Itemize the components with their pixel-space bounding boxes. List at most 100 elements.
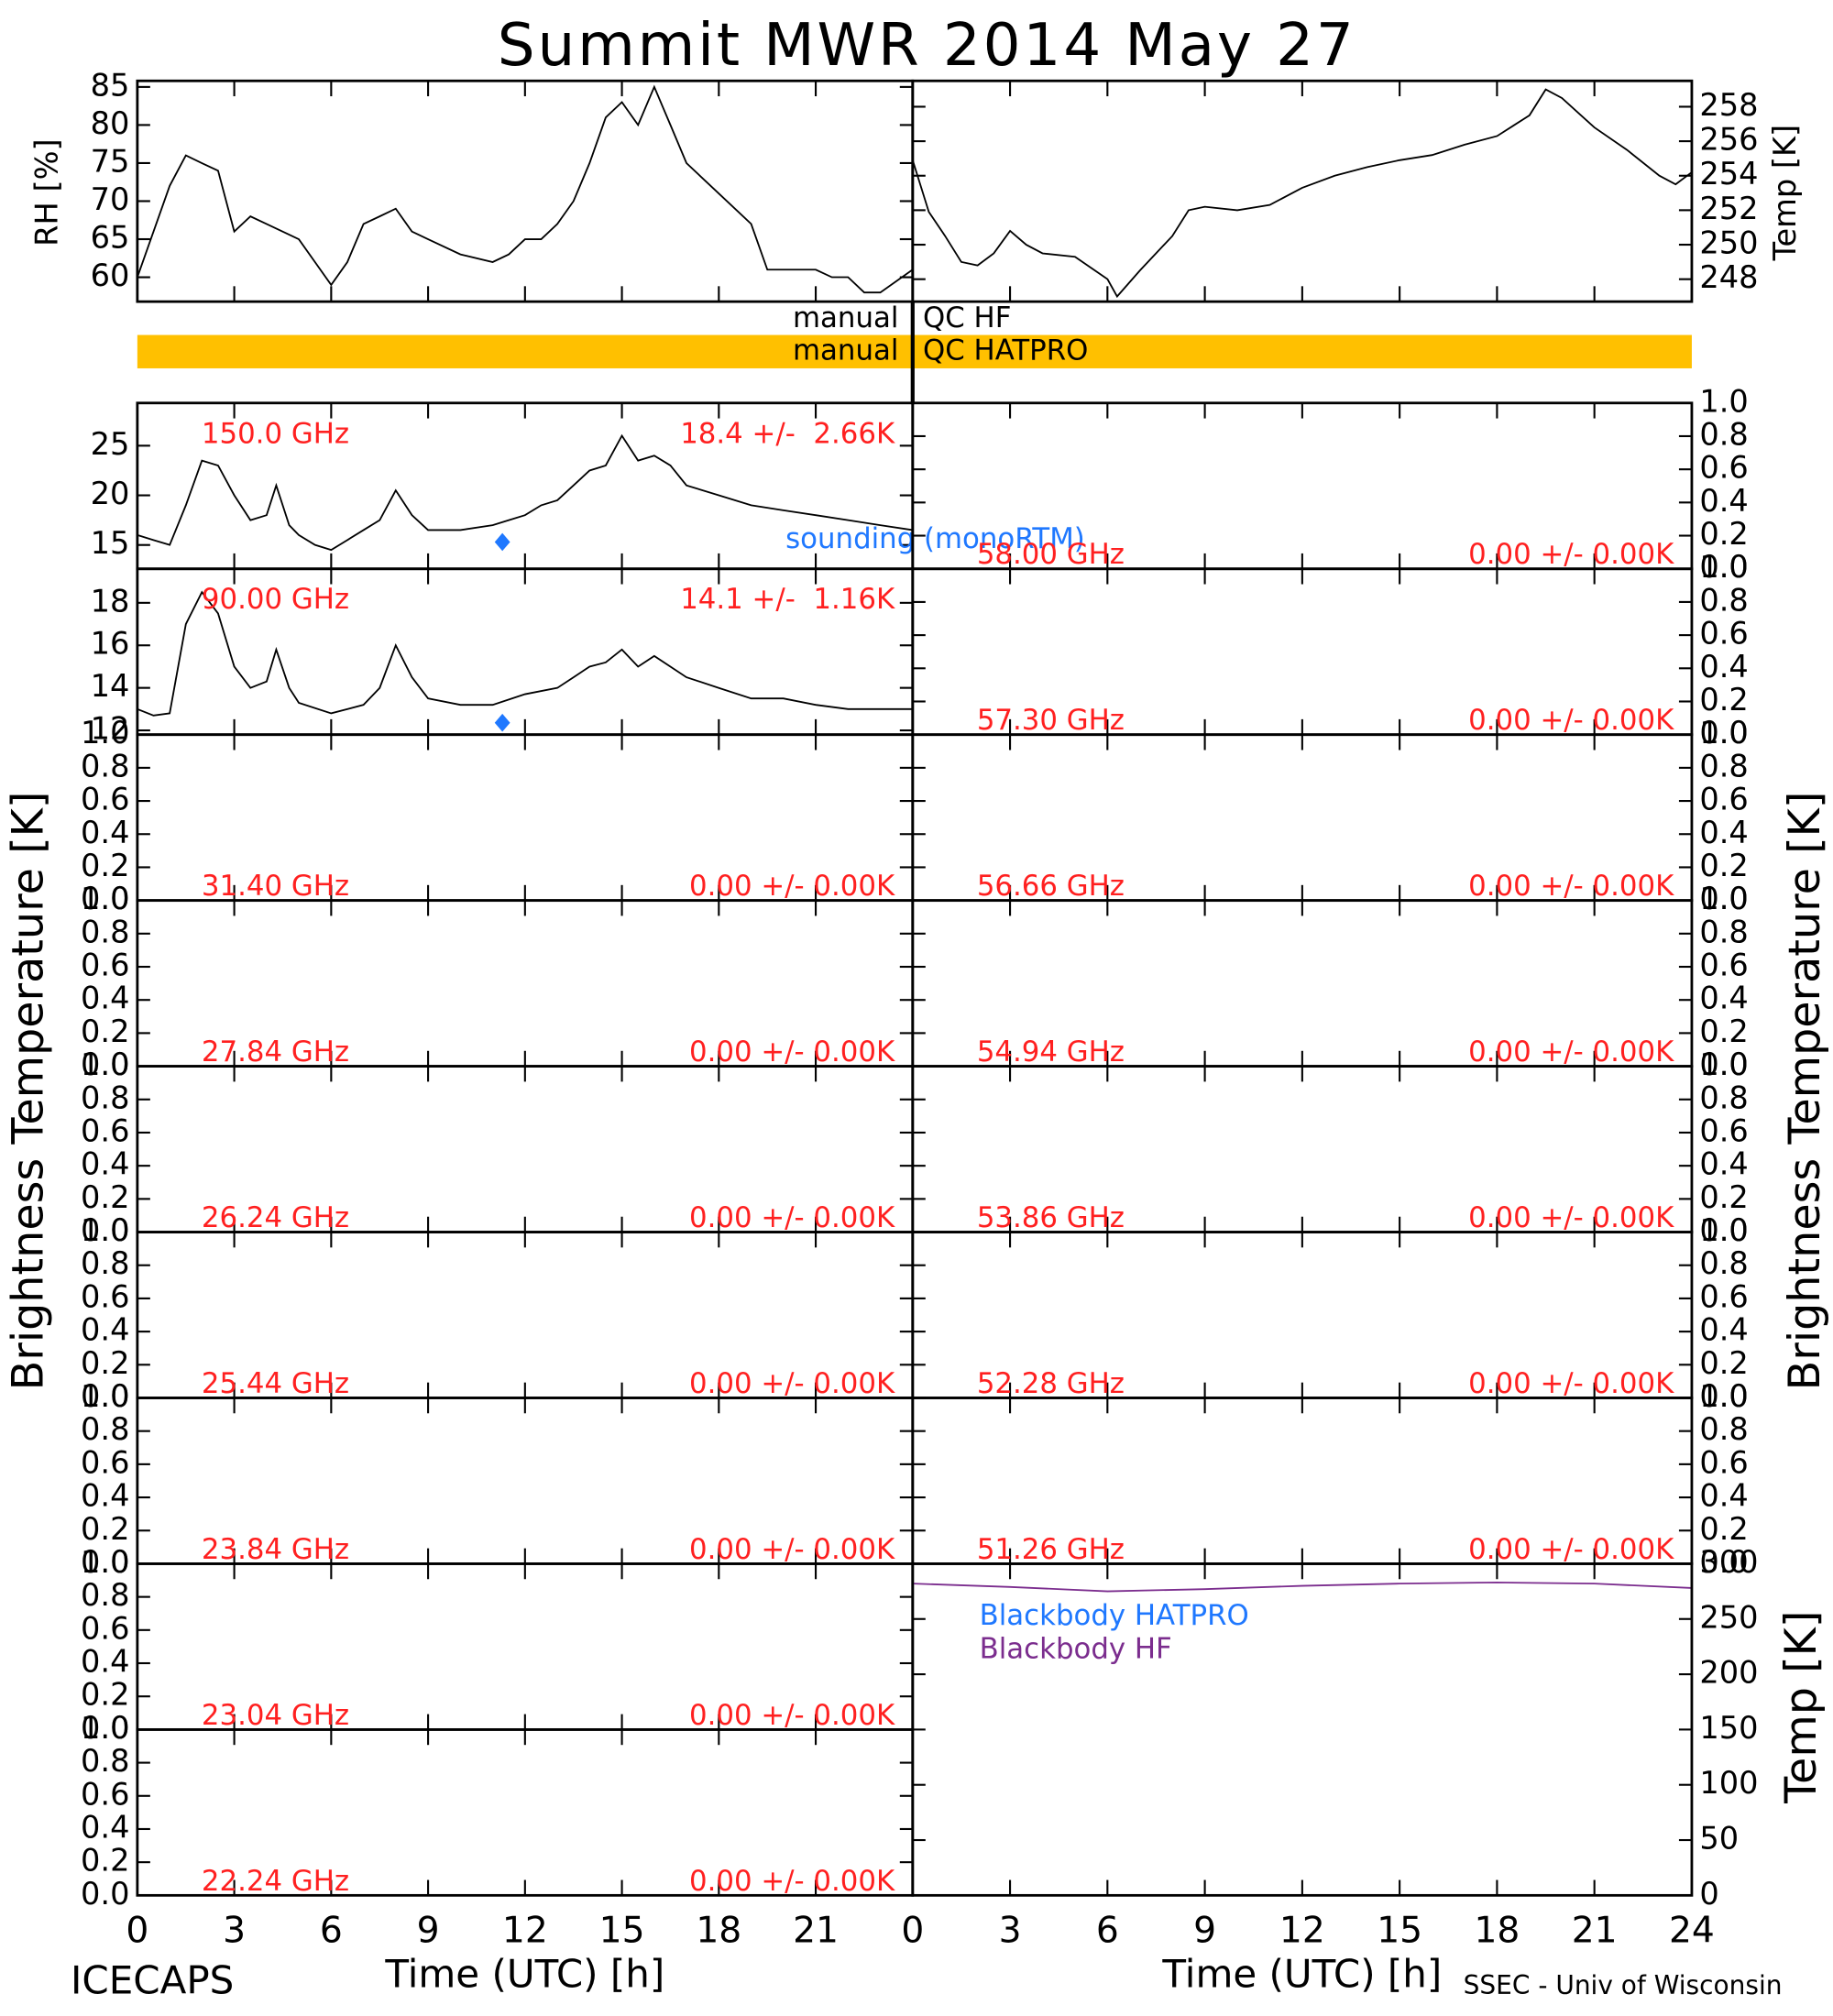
y-tick-label: 0.6 xyxy=(1699,616,1748,652)
channel-label: 27.84 GHz xyxy=(202,1035,349,1068)
y-tick-label: 0.8 xyxy=(81,1577,129,1613)
y-tick-label: 0.0 xyxy=(81,1710,129,1746)
y-tick-label: 0.2 xyxy=(1699,682,1748,718)
channel-stats: 0.00 +/- 0.00K xyxy=(689,1201,895,1234)
x-tick-label: 21 xyxy=(1572,1911,1618,1952)
y-tick-label: 0.8 xyxy=(1699,1079,1748,1115)
x-tick-label: 3 xyxy=(999,1911,1022,1952)
y-tick-label: 0.0 xyxy=(81,881,129,916)
y-axis-label: RH [%] xyxy=(29,138,65,246)
channel-stats: 0.00 +/- 0.00K xyxy=(1468,704,1674,737)
channel-label: 51.26 GHz xyxy=(977,1533,1125,1566)
y-tick-label: 0.4 xyxy=(1699,1146,1748,1182)
x-tick-label: 12 xyxy=(502,1911,548,1952)
y-tick-label: 300 xyxy=(1699,1544,1758,1580)
y-tick-label: 150 xyxy=(1699,1710,1758,1746)
y-tick-label: 0.8 xyxy=(1699,582,1748,618)
y-tick-label: 256 xyxy=(1699,122,1758,158)
channel-label: 31.40 GHz xyxy=(202,870,349,903)
y-tick-label: 0.6 xyxy=(81,782,129,817)
x-tick-label: 15 xyxy=(1377,1911,1422,1952)
y-axis-label: Temp [K] xyxy=(1776,1611,1827,1804)
channel-label: 23.84 GHz xyxy=(202,1533,349,1566)
y-tick-label: 0.0 xyxy=(1699,1046,1748,1082)
channel-label: 23.04 GHz xyxy=(202,1699,349,1732)
qc-label: QC HF xyxy=(923,301,1011,334)
x-tick-label: 6 xyxy=(1096,1911,1119,1952)
y-tick-label: 0.8 xyxy=(81,914,129,949)
y-tick-label: 0.6 xyxy=(1699,1444,1748,1480)
channel-stats: 0.00 +/- 0.00K xyxy=(689,1367,895,1400)
y-tick-label: 0.8 xyxy=(1699,416,1748,452)
x-tick-label: 12 xyxy=(1279,1911,1325,1952)
x-tick-label: 6 xyxy=(320,1911,343,1952)
y-tick-label: 1.0 xyxy=(81,1212,129,1248)
y-tick-label: 0.0 xyxy=(81,1876,129,1912)
y-tick-label: 0.0 xyxy=(81,1544,129,1580)
channel-stats: 0.00 +/- 0.00K xyxy=(689,1865,895,1898)
y-tick-label: 0.4 xyxy=(1699,981,1748,1016)
y-tick-label: 0.8 xyxy=(1699,748,1748,783)
data-line xyxy=(137,84,914,294)
qc-label: QC HATPRO xyxy=(923,334,1088,367)
channel-stats: 18.4 +/- 2.66K xyxy=(680,417,895,450)
channel-stats: 0.00 +/- 0.00K xyxy=(1468,870,1674,903)
y-tick-label: 65 xyxy=(91,220,130,256)
legend-label: Blackbody HATPRO xyxy=(980,1599,1249,1632)
y-tick-label: 0.2 xyxy=(81,1843,129,1879)
x-tick-label: 3 xyxy=(223,1911,246,1952)
channel-label: 22.24 GHz xyxy=(202,1865,349,1898)
data-line xyxy=(137,433,913,552)
y-tick-label: 0.2 xyxy=(81,1013,129,1049)
y-tick-label: 0.6 xyxy=(81,948,129,983)
y-tick-label: 0.2 xyxy=(1699,848,1748,883)
channel-label: 57.30 GHz xyxy=(977,704,1125,737)
y-tick-label: 0 xyxy=(1699,1876,1718,1912)
y-tick-label: 200 xyxy=(1699,1655,1758,1691)
y-tick-label: 1.0 xyxy=(1699,715,1748,751)
channel-label: 90.00 GHz xyxy=(202,583,349,616)
y-tick-label: 0.6 xyxy=(81,1776,129,1812)
y-tick-label: 0.8 xyxy=(81,1411,129,1447)
y-tick-label: 15 xyxy=(91,525,130,561)
y-tick-label: 0.8 xyxy=(81,1743,129,1779)
x-axis-label: Time (UTC) [h] xyxy=(384,1951,664,1996)
y-tick-label: 12 xyxy=(91,711,130,747)
y-tick-label: 0.2 xyxy=(81,1511,129,1547)
y-tick-label: 14 xyxy=(91,668,130,704)
y-tick-label: 0.2 xyxy=(1699,1179,1748,1215)
footer: SSEC - Univ of Wisconsin xyxy=(1464,1970,1783,2000)
y-tick-label: 0.6 xyxy=(1699,782,1748,817)
y-tick-label: 0.6 xyxy=(1699,1278,1748,1314)
y-tick-label: 16 xyxy=(91,626,130,662)
data-line xyxy=(137,590,913,717)
channel-label: 25.44 GHz xyxy=(202,1367,349,1400)
x-tick-label: 15 xyxy=(599,1911,645,1952)
y-tick-label: 0.8 xyxy=(81,1245,129,1281)
y-tick-label: 0.0 xyxy=(1699,1544,1748,1580)
y-tick-label: 0.8 xyxy=(1699,914,1748,949)
channel-stats: 0.00 +/- 0.00K xyxy=(1468,1035,1674,1068)
y-tick-label: 1.0 xyxy=(1699,549,1748,585)
x-axis-label: Time (UTC) [h] xyxy=(1161,1951,1442,1996)
channel-stats: 0.00 +/- 0.00K xyxy=(1468,1367,1674,1400)
y-tick-label: 0.4 xyxy=(1699,1312,1748,1348)
y-tick-label: 0.6 xyxy=(1699,450,1748,486)
y-tick-label: 0.6 xyxy=(81,1444,129,1480)
channel-stats: 0.00 +/- 0.00K xyxy=(1468,538,1674,571)
qc-label: manual xyxy=(793,301,898,334)
y-tick-label: 20 xyxy=(91,476,130,511)
y-tick-label: 1.0 xyxy=(81,1710,129,1746)
y-axis-label: Temp [K] xyxy=(1767,125,1803,262)
y-tick-label: 75 xyxy=(91,143,130,179)
y-tick-label: 0.2 xyxy=(1699,1511,1748,1547)
x-tick-label: 9 xyxy=(1193,1911,1216,1952)
channel-label: 58.00 GHz xyxy=(977,538,1125,571)
channel-stats: 0.00 +/- 0.00K xyxy=(689,1533,895,1566)
y-tick-label: 70 xyxy=(91,181,130,217)
y-tick-label: 1.0 xyxy=(1699,1046,1748,1082)
y-tick-label: 0.8 xyxy=(1699,1245,1748,1281)
legend-label: sounding (monoRTM) xyxy=(785,522,1085,555)
